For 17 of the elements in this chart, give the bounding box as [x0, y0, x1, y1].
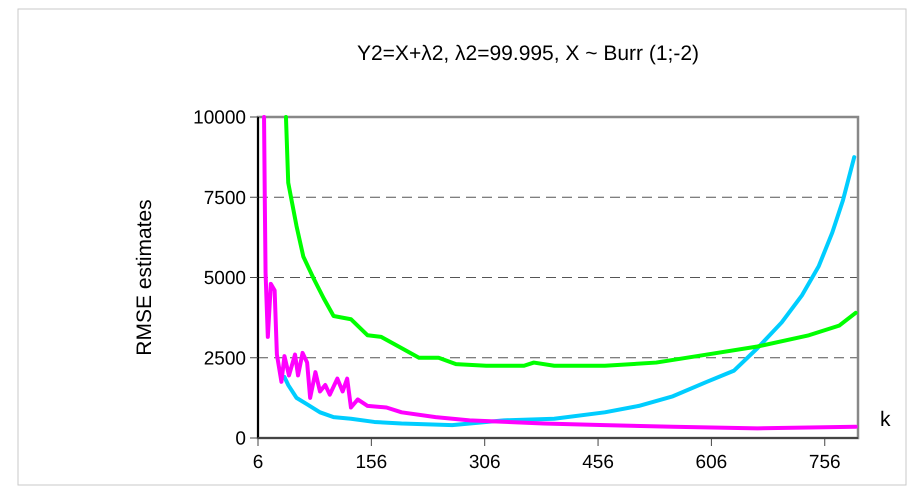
y-tick-label: 7500 — [204, 188, 246, 209]
y-tick-label: 10000 — [193, 108, 246, 129]
y-tick-label: 0 — [235, 428, 246, 450]
x-axis-title: k — [880, 408, 891, 431]
x-tick-label: 606 — [696, 452, 728, 473]
x-tick-label: 6 — [252, 452, 264, 473]
y-axis-title: RMSE estimates — [133, 199, 156, 356]
chart-title: Y2=X+λ2, λ2=99.995, X ~ Burr (1;-2) — [356, 42, 700, 65]
x-tick-label: 156 — [356, 452, 388, 473]
line-series — [282, 155, 856, 428]
x-tick-label: 306 — [468, 452, 501, 473]
x-tick-label: 456 — [582, 452, 614, 473]
y-tick-label: 2500 — [204, 348, 246, 370]
x-tick-label: 756 — [808, 452, 841, 473]
y-tick-label: 5000 — [204, 268, 246, 290]
line-series — [262, 115, 858, 430]
line-series — [284, 115, 858, 368]
